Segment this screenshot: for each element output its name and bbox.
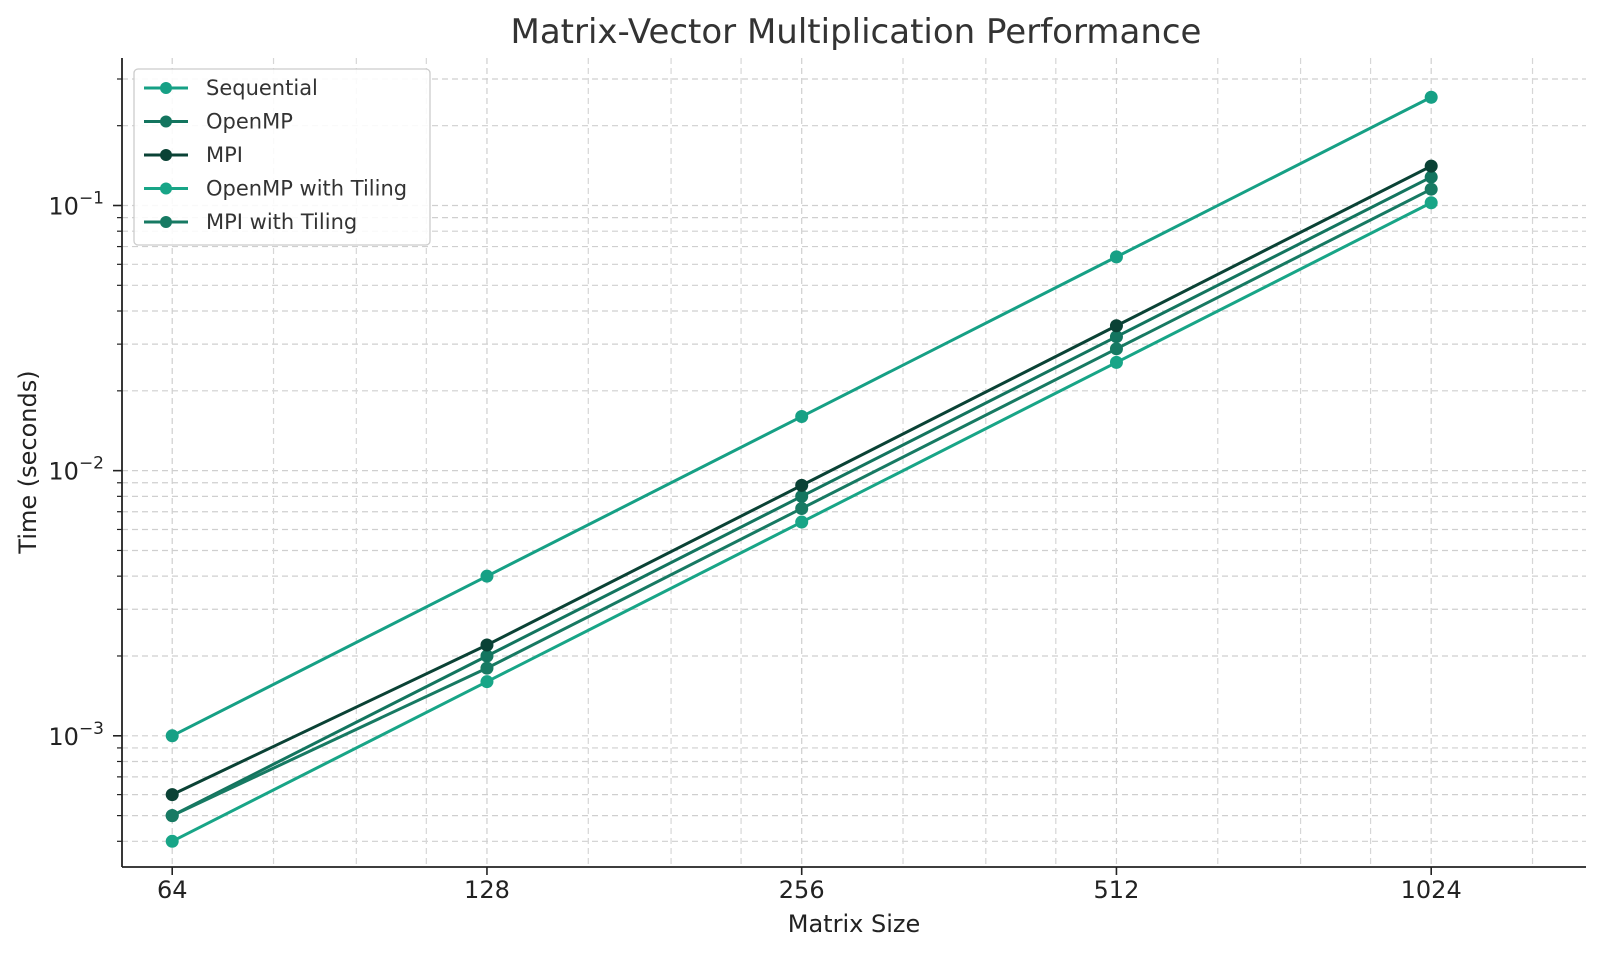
x-tick-label: 256	[779, 876, 825, 904]
legend-marker	[160, 115, 172, 128]
series-group	[165, 90, 1438, 848]
data-point	[165, 834, 179, 848]
data-point	[1424, 90, 1438, 104]
legend-marker	[160, 216, 172, 228]
legend-label: OpenMP	[206, 110, 293, 134]
data-point	[480, 569, 494, 583]
data-point	[1424, 196, 1438, 210]
data-point	[480, 638, 494, 652]
data-point	[1109, 355, 1123, 369]
legend-label: MPI	[206, 143, 243, 167]
legend-marker	[160, 182, 172, 195]
data-point	[795, 489, 809, 503]
grid	[121, 58, 1586, 867]
data-point	[480, 649, 494, 663]
data-point	[1424, 159, 1438, 173]
y-ticks: 10−3 10−2 10−1	[48, 78, 122, 842]
data-point	[795, 515, 809, 529]
x-tick-label: 64	[157, 876, 188, 904]
data-point	[795, 410, 809, 424]
legend-marker	[160, 149, 172, 161]
legend-marker	[160, 82, 172, 94]
legend: Sequential OpenMP MPI OpenMP with Tiling MPI…	[133, 68, 431, 246]
data-point	[165, 809, 179, 823]
y-tick-label: 10−3	[48, 719, 104, 751]
data-point	[1109, 342, 1123, 356]
data-point	[1109, 319, 1123, 333]
y-axis-label: Time (seconds)	[14, 370, 42, 554]
legend-label: OpenMP with Tiling	[206, 177, 407, 201]
axes	[121, 58, 1586, 868]
legend-label: Sequential	[206, 76, 318, 100]
data-point	[1109, 330, 1123, 344]
data-point	[480, 661, 494, 675]
x-tick-label: 128	[464, 876, 510, 904]
data-point	[1424, 182, 1438, 196]
x-ticks: 64 128 256 512 1024	[157, 867, 1462, 904]
x-axis-label: Matrix Size	[788, 910, 920, 938]
data-point	[165, 729, 179, 743]
y-tick-label: 10−2	[48, 454, 104, 486]
y-tick-label: 10−1	[48, 189, 104, 221]
data-point	[165, 788, 179, 802]
legend-label: MPI with Tiling	[206, 210, 357, 234]
data-point	[480, 675, 494, 689]
data-point	[795, 501, 809, 515]
legend-box	[133, 68, 431, 246]
data-point	[795, 478, 809, 492]
data-point	[1424, 170, 1438, 184]
x-tick-label: 512	[1094, 876, 1140, 904]
data-point	[1109, 250, 1123, 264]
x-tick-label: 1024	[1401, 876, 1462, 904]
chart-title: Matrix-Vector Multiplication Performance	[511, 12, 1202, 52]
